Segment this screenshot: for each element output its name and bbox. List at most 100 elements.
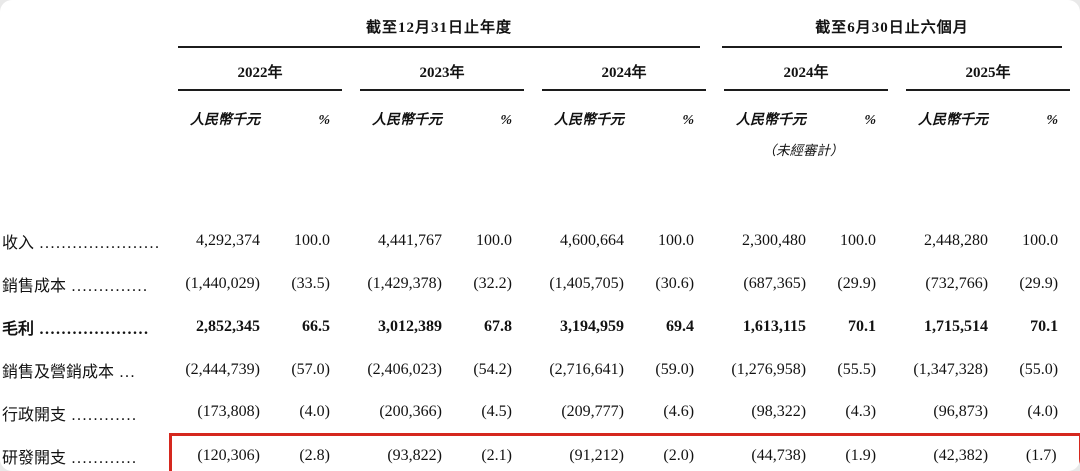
row-label-text: 行政開支 [2, 406, 67, 424]
amount-cell: (44,738) [716, 432, 829, 471]
dot-leader: .................... [34, 320, 150, 338]
amount-cell: (200,366) [379, 402, 442, 420]
unit-label: 人民幣千元 [736, 113, 807, 128]
unit-header-row: 人民幣千元 % 人民幣千元 % 人民幣千元 % 人民幣千元 % 人民幣千元 % [0, 91, 1080, 129]
percent-label: % [682, 113, 695, 128]
table-row: 行政開支 ............ (173,808) (4.0) (200,366)… [0, 391, 1080, 434]
amount-cell: 2,300,480 [742, 231, 807, 249]
amount-cell: 3,012,389 [378, 317, 442, 335]
row-label-text: 毛利 [2, 320, 35, 338]
percent-cell: (30.6) [655, 274, 695, 292]
amount-cell: 2,852,345 [196, 317, 260, 335]
row-label: 銷售及營銷成本 ... [0, 348, 170, 391]
amount-cell: (732,766) [925, 274, 989, 292]
year-header-2024-interim: 2024年 [724, 48, 889, 91]
amount-cell: (2,406,023) [367, 360, 442, 378]
amount-cell: (1,347,328) [913, 360, 989, 378]
row-label: 研發開支 ............ [0, 434, 170, 471]
amount-cell: (120,306) [168, 432, 282, 471]
amount-cell: (209,777) [561, 402, 624, 420]
percent-cell: 100.0 [840, 231, 877, 249]
table-row: 銷售成本 .............. (1,440,029) (33.5) (1,4… [0, 262, 1080, 305]
percent-cell: (33.5) [291, 274, 330, 292]
percent-cell: (2.1) [464, 432, 534, 471]
amount-cell: (1,440,029) [185, 274, 260, 292]
amount-cell: 1,613,115 [742, 317, 807, 335]
percent-cell: (4.6) [663, 402, 695, 420]
year-header-row: 2022年 2023年 2024年 2024年 2025年 [0, 48, 1080, 91]
row-label: 收入 ...................... [0, 219, 170, 262]
row-label: 行政開支 ............ [0, 391, 170, 434]
percent-cell: 100.0 [658, 231, 695, 249]
amount-cell: (2,444,739) [185, 360, 260, 378]
percent-cell: (29.9) [837, 274, 877, 292]
dot-leader: .............. [66, 277, 149, 295]
amount-cell: 2,448,280 [924, 231, 989, 249]
amount-cell: (93,822) [352, 432, 464, 471]
unaudited-note: （未經審計） [762, 143, 844, 158]
amount-cell: 1,715,514 [924, 317, 989, 335]
percent-label: % [864, 113, 877, 128]
percent-cell: (54.2) [473, 360, 512, 378]
amount-cell: (2,716,641) [549, 360, 624, 378]
percent-cell: 70.1 [848, 317, 877, 335]
percent-cell: 67.8 [484, 317, 512, 335]
percent-cell: (4.3) [845, 402, 877, 420]
percent-cell: 69.4 [666, 317, 695, 335]
row-label-text: 銷售成本 [2, 277, 67, 295]
table-body: 收入 ...................... 4,292,374 100.0 4… [0, 159, 1080, 471]
percent-cell: (32.2) [473, 274, 512, 292]
year-header-2025-interim: 2025年 [906, 48, 1071, 91]
unit-label: 人民幣千元 [918, 113, 989, 128]
dot-leader: ............ [66, 449, 138, 467]
period-group-header-row: 截至12月31日止年度 截至6月30日止六個月 [0, 12, 1080, 48]
percent-cell: (57.0) [291, 360, 330, 378]
amount-cell: (98,322) [751, 402, 807, 420]
unit-label: 人民幣千元 [372, 113, 442, 128]
label-column-spacer [0, 12, 170, 48]
percent-cell: (4.5) [481, 402, 512, 420]
table-row: 研發開支 ............ (120,306) (2.8) (93,822)(… [0, 432, 1080, 471]
percent-cell: 100.0 [294, 231, 330, 249]
header-body-spacer [0, 159, 1080, 219]
financial-summary-table: 截至12月31日止年度 截至6月30日止六個月 2022年 2023年 2024… [0, 12, 1080, 471]
amount-cell: (1,429,378) [367, 274, 442, 292]
table-row: 銷售及營銷成本 ... (2,444,739) (57.0) (2,406,023) (… [0, 348, 1080, 391]
amount-cell: (42,382) [898, 432, 1011, 471]
amount-cell: 4,292,374 [196, 231, 260, 249]
amount-cell: 3,194,959 [560, 317, 624, 335]
percent-cell: (4.0) [299, 402, 330, 420]
percent-cell: (4.0) [1027, 402, 1059, 420]
amount-cell: (687,365) [743, 274, 807, 292]
amount-cell: 4,600,664 [560, 231, 624, 249]
amount-cell: (96,873) [933, 402, 989, 420]
percent-cell: (59.0) [655, 360, 695, 378]
amount-cell: (1,276,958) [731, 360, 807, 378]
period-group-annual-header: 截至12月31日止年度 [178, 16, 701, 48]
dot-leader: ............ [66, 406, 138, 424]
percent-label: % [1046, 113, 1059, 128]
row-label: 毛利 .................... [0, 305, 170, 348]
unit-label: 人民幣千元 [190, 113, 260, 128]
year-header-2024: 2024年 [542, 48, 707, 91]
percent-label: % [500, 113, 512, 128]
percent-cell: (1.9) [828, 432, 899, 471]
percent-cell: (2.8) [282, 432, 352, 471]
percent-label: % [318, 113, 330, 128]
dot-leader: ... [114, 363, 137, 381]
unit-label: 人民幣千元 [554, 113, 624, 128]
percent-cell: 100.0 [1022, 231, 1059, 249]
unaudited-note-row: （未經審計） [0, 129, 1080, 159]
year-header-2023: 2023年 [360, 48, 524, 91]
percent-cell: 100.0 [476, 231, 512, 249]
percent-cell: (55.5) [837, 360, 877, 378]
dot-leader: ...................... [34, 234, 161, 252]
period-group-interim-header: 截至6月30日止六個月 [722, 16, 1063, 48]
table-row: 毛利 .................... 2,852,345 66.5 3,01… [0, 305, 1080, 348]
row-label: 銷售成本 .............. [0, 262, 170, 305]
percent-cell: (55.0) [1019, 360, 1059, 378]
percent-cell: (29.9) [1019, 274, 1059, 292]
amount-cell: (91,212) [534, 432, 646, 471]
percent-cell: (1.7) [1010, 432, 1080, 471]
year-header-2022: 2022年 [178, 48, 342, 91]
